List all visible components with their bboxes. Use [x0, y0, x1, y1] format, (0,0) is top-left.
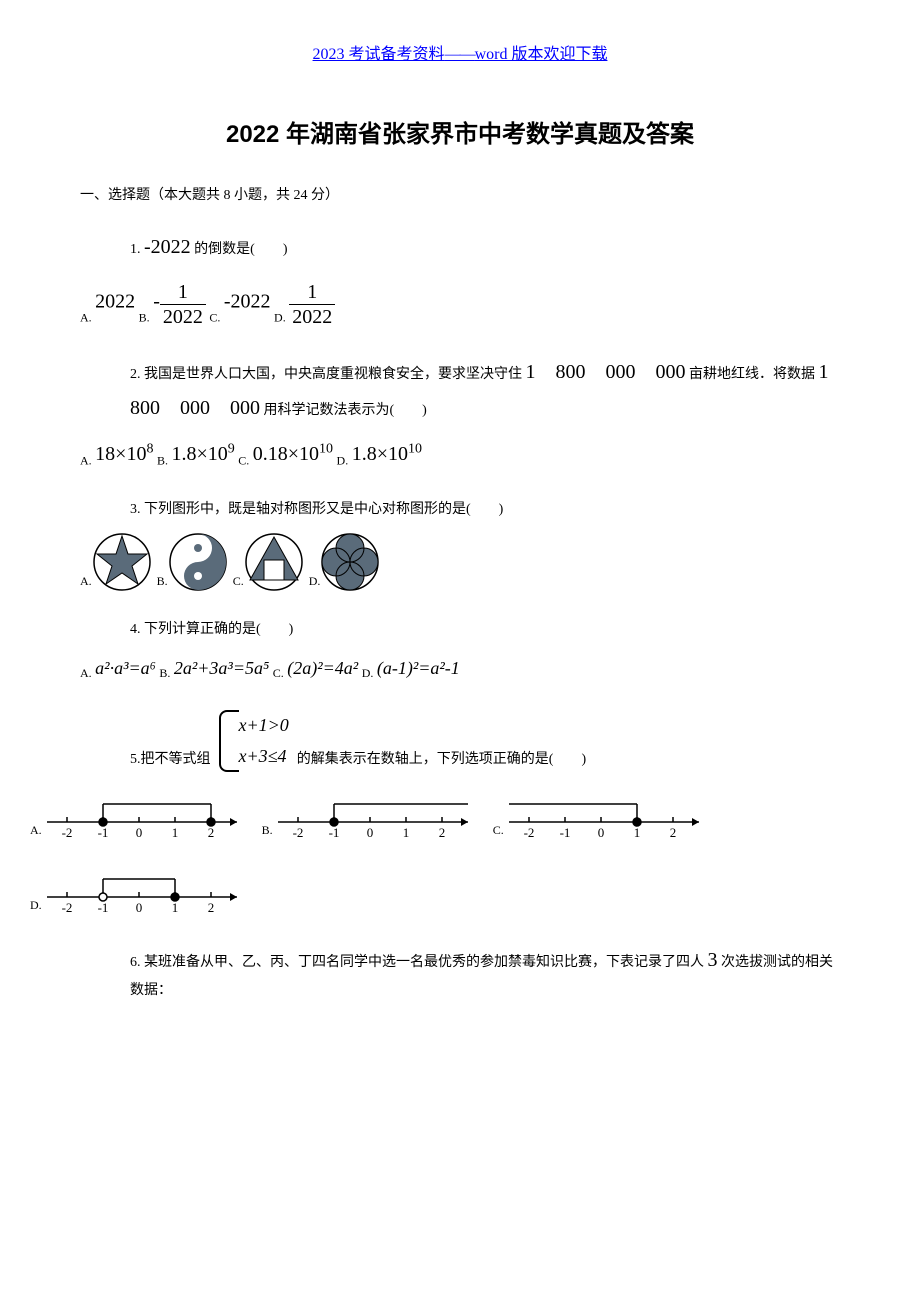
q3-optB-label: B.	[157, 571, 168, 593]
svg-text:0: 0	[597, 825, 604, 840]
q4-optD: (a-1)²=a²-1	[377, 658, 460, 678]
svg-text:1: 1	[171, 825, 178, 840]
q6-big3: 3	[708, 949, 718, 971]
q1-optB-neg: -	[153, 291, 160, 313]
q2-optC-label: C.	[238, 453, 249, 467]
svg-text:-2: -2	[292, 825, 303, 840]
q4-text: 下列计算正确的是( )	[144, 622, 293, 637]
star-in-circle-icon	[92, 532, 152, 592]
q2-optA: 18×108	[95, 443, 153, 465]
q1-value: -2022	[144, 236, 191, 258]
question-6: 6. 某班准备从甲、乙、丙、丁四名同学中选一名最优秀的参加禁毒知识比赛，下表记录…	[130, 942, 840, 1003]
q2-optA-label: A.	[80, 453, 92, 467]
svg-text:-2: -2	[61, 825, 72, 840]
svg-text:-1: -1	[97, 825, 108, 840]
q5-post: 的解集表示在数轴上，下列选项正确的是( )	[297, 747, 586, 772]
numberline-option: C.-2-1012	[493, 787, 704, 842]
svg-text:2: 2	[207, 900, 214, 915]
q1-optA-label: A.	[80, 310, 92, 324]
svg-text:-1: -1	[97, 900, 108, 915]
header-dash: ——	[445, 46, 475, 63]
numberline-option: B.-2-1012	[262, 787, 473, 842]
q2-pre: 我国是世界人口大国，中央高度重视粮食安全，要求坚决守住	[144, 367, 522, 382]
q6-pre: 某班准备从甲、乙、丙、丁四名同学中选一名最优秀的参加禁毒知识比赛，下表记录了四人	[144, 955, 704, 970]
four-petal-icon	[320, 532, 380, 592]
q1-optA: 2022	[95, 291, 135, 313]
q2-optC: 0.18×1010	[253, 443, 333, 465]
question-4: 4. 下列计算正确的是( ) A. a²·a³=a⁶ B. 2a²+3a³=5a…	[130, 617, 840, 685]
q4-optC: (2a)²=4a²	[287, 658, 358, 678]
svg-text:2: 2	[207, 825, 214, 840]
numberline-option: D.-2-1012	[30, 862, 242, 917]
header-link[interactable]: 2023 考试备考资料——word 版本欢迎下载	[80, 40, 840, 64]
q4-optA: a²·a³=a⁶	[95, 658, 156, 678]
q2-post: 用科学记数法表示为( )	[264, 403, 427, 418]
q3-optD-label: D.	[309, 571, 321, 593]
svg-text:2: 2	[438, 825, 445, 840]
q4-optA-label: A.	[80, 666, 92, 680]
page-title: 2022 年湖南省张家界市中考数学真题及答案	[80, 114, 840, 149]
q4-optB-label: B.	[159, 666, 170, 680]
question-2: 2. 我国是世界人口大国，中央高度重视粮食安全，要求坚决守住 1 800 000…	[130, 354, 840, 472]
q4-num: 4.	[130, 622, 141, 637]
q1-suffix: 的倒数是( )	[194, 242, 287, 257]
q2-optB: 1.8×109	[171, 443, 234, 465]
q3-optC-label: C.	[233, 571, 244, 593]
numberline-option: A.-2-1012	[30, 787, 242, 842]
question-1: 1. -2022 的倒数是( ) A. 2022 B. -12022 C. -2…	[130, 229, 840, 329]
svg-text:0: 0	[135, 900, 142, 915]
question-3: 3. 下列图形中，既是轴对称图形又是中心对称图形的是( ) A. B. C.	[130, 497, 840, 592]
svg-text:0: 0	[135, 825, 142, 840]
svg-text:-2: -2	[61, 900, 72, 915]
q4-optC-label: C.	[273, 666, 284, 680]
q2-optD: 1.8×1010	[352, 443, 422, 465]
q5-system: x+1>0 x+3≤4	[219, 710, 289, 772]
yinyang-icon	[168, 532, 228, 592]
svg-text:-1: -1	[559, 825, 570, 840]
svg-text:-2: -2	[523, 825, 534, 840]
svg-text:0: 0	[366, 825, 373, 840]
svg-text:-1: -1	[328, 825, 339, 840]
q1-num: 1.	[130, 242, 141, 257]
question-5: 5. 把不等式组 x+1>0 x+3≤4 的解集表示在数轴上，下列选项正确的是(…	[130, 710, 840, 917]
q1-optB-frac: 12022	[160, 280, 206, 329]
q2-mid: 亩耕地红线．将数据	[689, 367, 815, 382]
section-header: 一、选择题（本大题共 8 小题，共 24 分）	[80, 184, 840, 204]
q4-optD-label: D.	[362, 666, 374, 680]
q2-optB-label: B.	[157, 453, 168, 467]
svg-text:2: 2	[669, 825, 676, 840]
header-post: word 版本欢迎下载	[475, 46, 608, 63]
q1-optD-frac: 12022	[289, 280, 335, 329]
q3-text: 下列图形中，既是轴对称图形又是中心对称图形的是( )	[144, 502, 503, 517]
q2-optD-label: D.	[337, 453, 349, 467]
svg-text:1: 1	[171, 900, 178, 915]
q1-optC: -2022	[224, 291, 271, 313]
q4-optB: 2a²+3a³=5a⁵	[174, 658, 269, 678]
q2-num: 2.	[130, 367, 141, 382]
q3-num: 3.	[130, 502, 141, 517]
q2-bignum1: 1 800 000 000	[526, 361, 686, 383]
triangle-square-circle-icon	[244, 532, 304, 592]
q1-optD-label: D.	[274, 310, 286, 324]
q5-pre: 把不等式组	[141, 747, 211, 772]
q1-optC-label: C.	[209, 310, 220, 324]
svg-text:1: 1	[402, 825, 409, 840]
q5-num: 5.	[130, 747, 141, 772]
svg-text:1: 1	[633, 825, 640, 840]
q6-num: 6.	[130, 955, 141, 970]
header-pre: 2023 考试备考资料	[313, 46, 445, 63]
q1-optB-label: B.	[139, 310, 150, 324]
q3-optA-label: A.	[80, 571, 92, 593]
